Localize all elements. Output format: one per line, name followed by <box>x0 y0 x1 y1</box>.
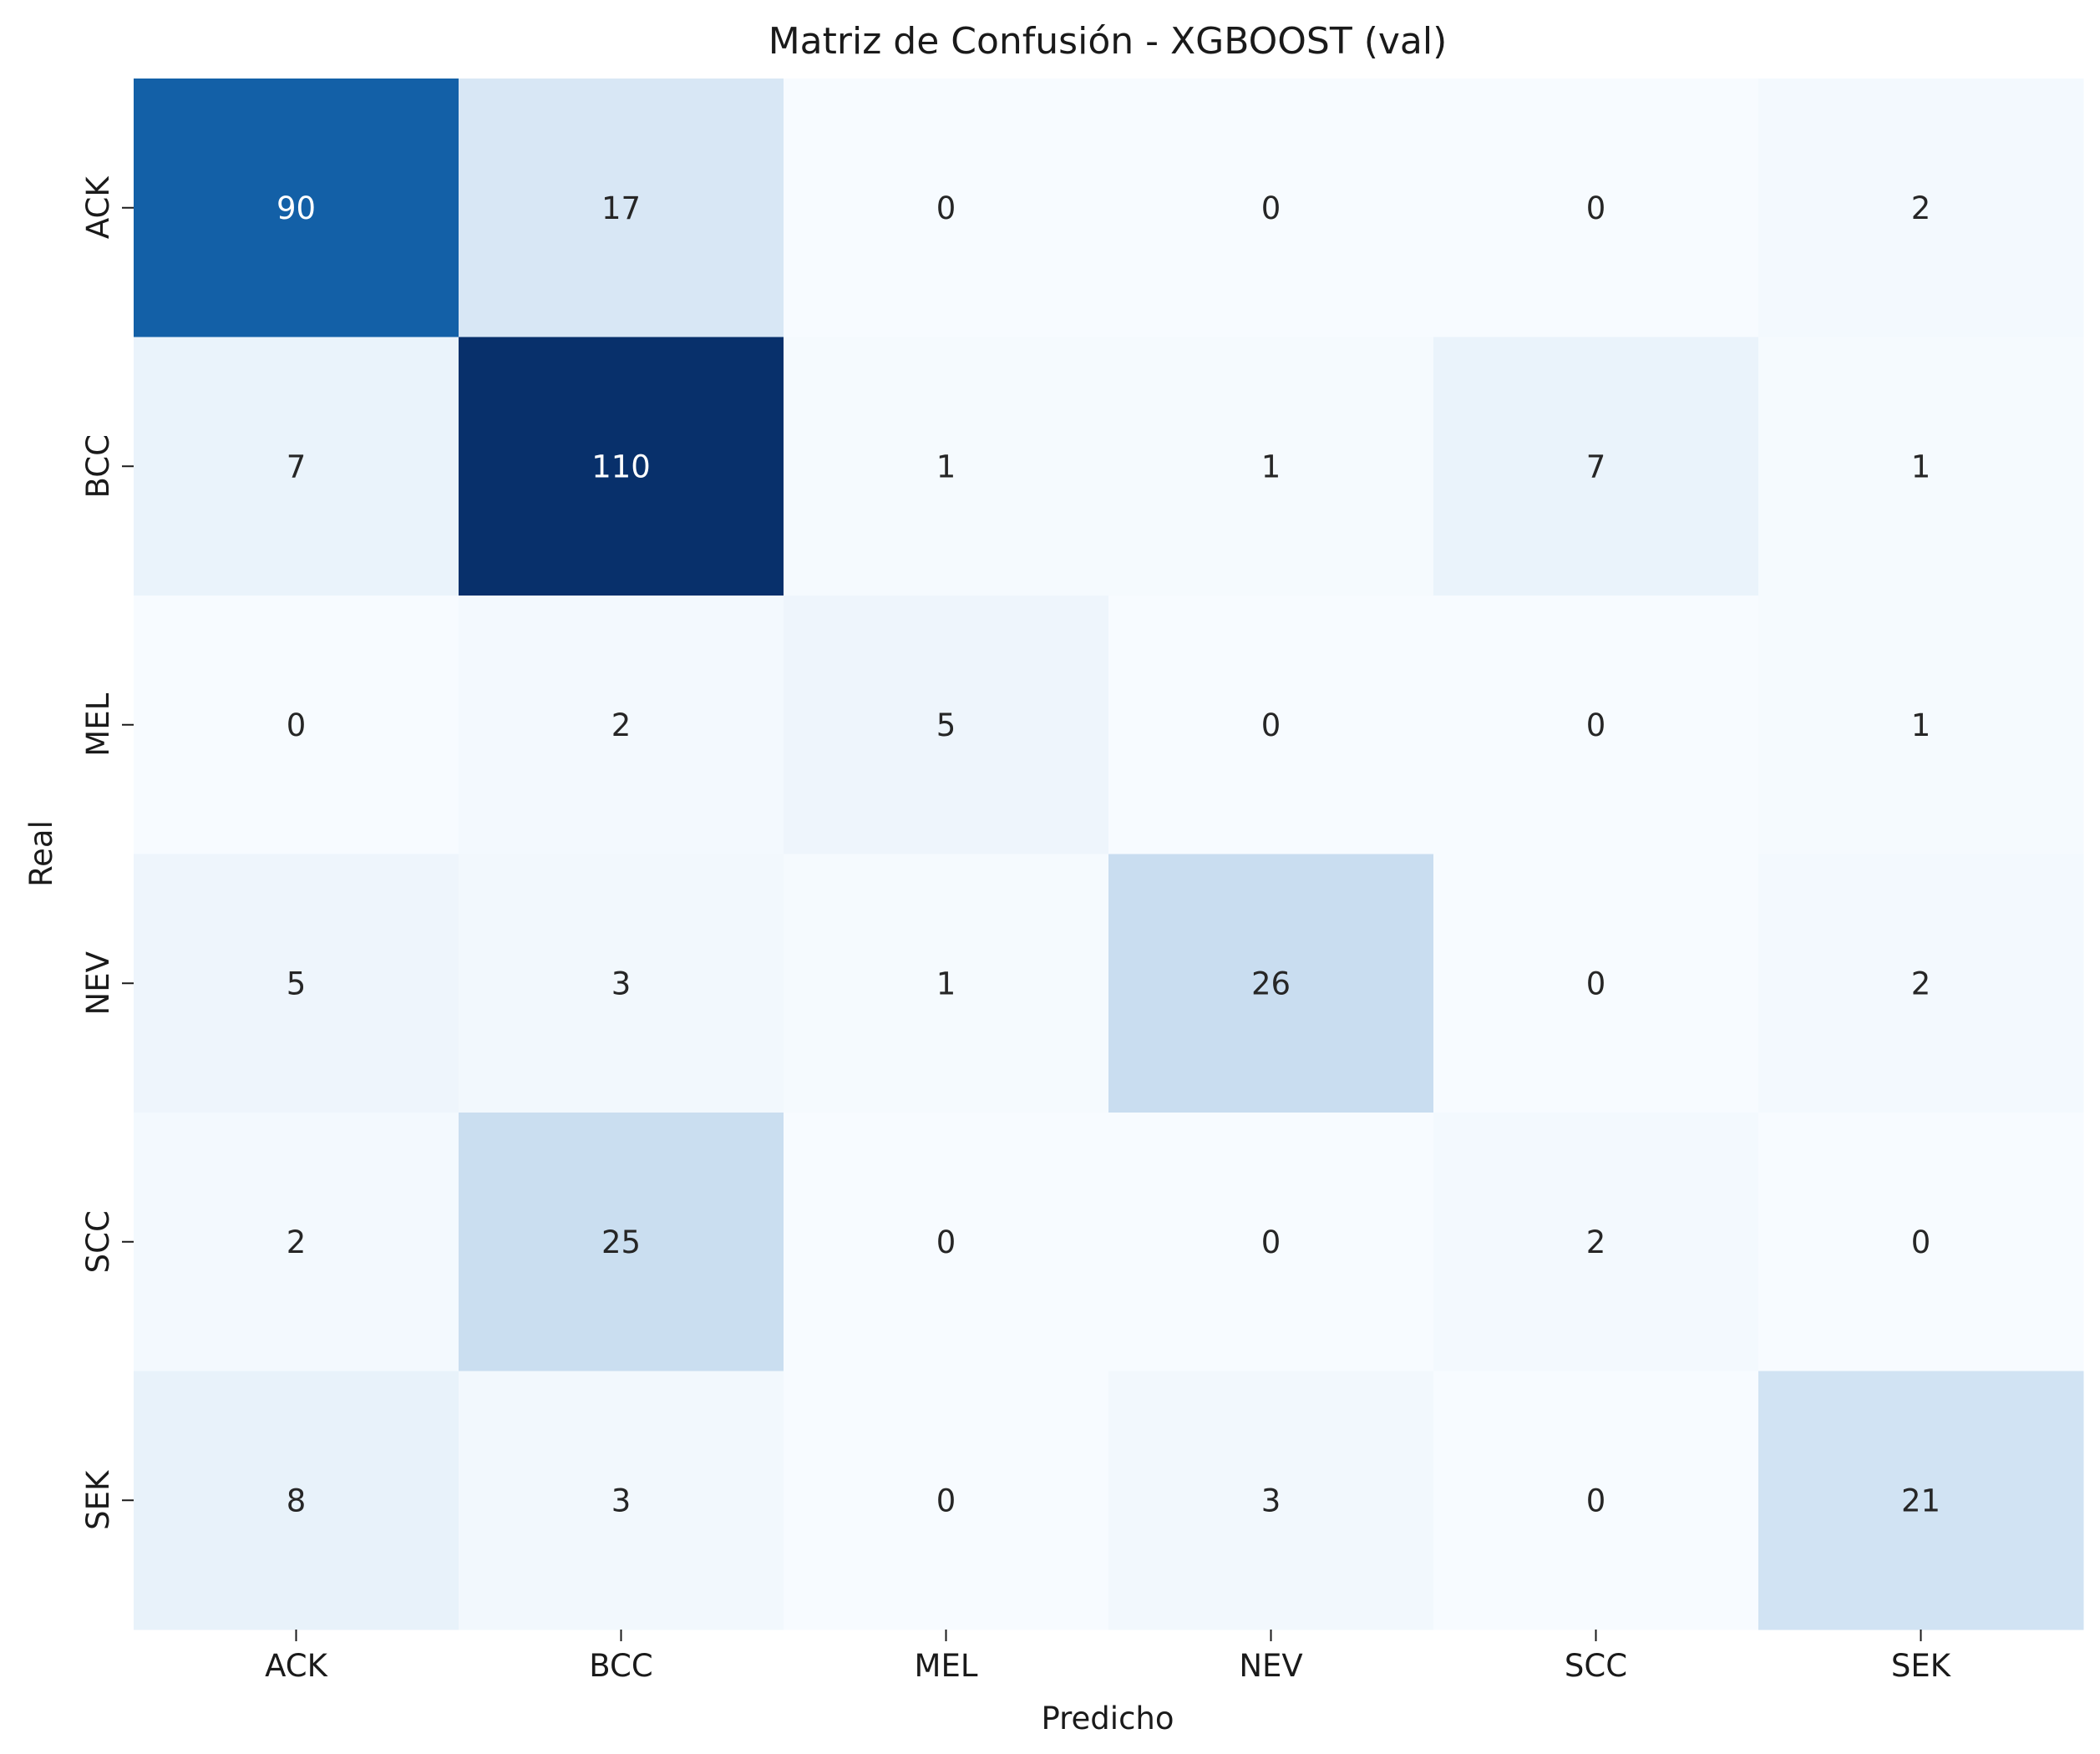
cell-value-label: 2 <box>1586 1224 1606 1260</box>
y-axis-label: Real <box>23 820 59 887</box>
cell-value-label: 8 <box>287 1483 307 1518</box>
heatmap-cell <box>459 79 784 337</box>
cell-value-label: 1 <box>1261 449 1281 484</box>
heatmap-cell <box>1108 596 1434 854</box>
heatmap-cell <box>1433 1113 1759 1371</box>
heatmap-cell <box>1758 1371 2084 1630</box>
cell-value-label: 3 <box>611 1483 632 1518</box>
cell-value-label: 0 <box>1261 1224 1281 1260</box>
heatmap-cell <box>1108 1371 1434 1630</box>
cell-value-label: 17 <box>601 190 641 226</box>
heatmap-cell <box>134 854 459 1113</box>
heatmap-cell <box>459 596 784 854</box>
heatmap-cell <box>1433 596 1759 854</box>
x-tick-label: SEK <box>1891 1648 1952 1684</box>
cell-value-label: 5 <box>287 966 307 1001</box>
cell-value-label: 1 <box>936 966 956 1001</box>
heatmap-cell <box>1758 596 2084 854</box>
heatmap-cell <box>1758 1113 2084 1371</box>
heatmap-cell <box>1108 1113 1434 1371</box>
cell-value-label: 0 <box>1586 966 1606 1001</box>
heatmap-cells: 90 17 0 0 0 27 110 1 1 7 10 2 5 0 0 15 3 1 26 0 22 25 0 0 2 08 3 0 3… <box>134 79 2084 1630</box>
cell-value-label: 2 <box>287 1224 307 1260</box>
y-tick-label: ACK <box>80 175 116 239</box>
cell-value-label: 2 <box>1911 966 1931 1001</box>
y-tick-label: BCC <box>80 434 116 498</box>
cell-value-label: 0 <box>1586 707 1606 743</box>
cell-value-label: 0 <box>936 1224 956 1260</box>
cell-value-label: 0 <box>936 1483 956 1518</box>
x-axis-ticks: ACK BCC MEL NEV SCC SEK <box>265 1630 1952 1684</box>
cell-value-label: 26 <box>1251 966 1291 1001</box>
heatmap-cell <box>459 854 784 1113</box>
heatmap-cell <box>459 1113 784 1371</box>
heatmap-cell <box>134 1113 459 1371</box>
cell-value-label: 0 <box>1261 707 1281 743</box>
cell-value-label: 0 <box>1586 1483 1606 1518</box>
cell-value-label: 90 <box>276 190 316 226</box>
cell-value-label: 0 <box>1911 1224 1931 1260</box>
y-tick-label: MEL <box>80 692 116 756</box>
cell-value-label: 1 <box>1911 449 1931 484</box>
heatmap-cell <box>784 1371 1109 1630</box>
heatmap-cell <box>1108 337 1434 596</box>
heatmap-cell <box>459 337 784 596</box>
cell-value-label: 0 <box>1586 190 1606 226</box>
heatmap-cell <box>459 1371 784 1630</box>
cell-value-label: 0 <box>1261 190 1281 226</box>
y-tick-label: SCC <box>80 1210 116 1273</box>
cell-value-label: 110 <box>591 449 651 484</box>
cell-value-label: 0 <box>287 707 307 743</box>
heatmap-cell <box>784 337 1109 596</box>
cell-value-label: 2 <box>1911 190 1931 226</box>
cell-value-label: 2 <box>611 707 632 743</box>
heatmap-cell <box>784 1113 1109 1371</box>
y-axis-ticks: ACK BCC MEL NEV SCC SEK <box>80 175 134 1530</box>
cell-value-label: 7 <box>287 449 307 484</box>
heatmap-cell <box>1758 854 2084 1113</box>
cell-value-label: 21 <box>1901 1483 1940 1518</box>
heatmap-cell <box>784 596 1109 854</box>
cell-value-label: 25 <box>601 1224 641 1260</box>
chart-title: Matriz de Confusión - XGBOOST (val) <box>768 20 1448 63</box>
x-tick-label: MEL <box>915 1648 978 1684</box>
cell-value-label: 5 <box>936 707 956 743</box>
heatmap-cell <box>784 79 1109 337</box>
cell-value-label: 1 <box>1911 707 1931 743</box>
heatmap-cell <box>1433 1371 1759 1630</box>
heatmap-cell <box>134 79 459 337</box>
cell-value-label: 3 <box>1261 1483 1281 1518</box>
heatmap-cell <box>134 337 459 596</box>
x-tick-label: ACK <box>265 1648 328 1684</box>
heatmap-cell <box>134 596 459 854</box>
cell-value-label: 1 <box>936 449 956 484</box>
y-tick-label: SEK <box>80 1469 116 1530</box>
heatmap-cell <box>1433 854 1759 1113</box>
y-tick-label: NEV <box>80 951 116 1015</box>
cell-value-label: 7 <box>1586 449 1606 484</box>
heatmap-cell <box>134 1371 459 1630</box>
heatmap-cell <box>1758 337 2084 596</box>
heatmap-cell <box>1433 337 1759 596</box>
heatmap-cell <box>1108 79 1434 337</box>
heatmap-cell <box>1108 854 1434 1113</box>
x-tick-label: SCC <box>1565 1648 1627 1684</box>
heatmap-cell <box>1433 79 1759 337</box>
heatmap-cell <box>784 854 1109 1113</box>
heatmap-cell <box>1758 79 2084 337</box>
cell-value-label: 0 <box>936 190 956 226</box>
cell-value-label: 3 <box>611 966 632 1001</box>
x-axis-label: Predicho <box>1041 1701 1174 1736</box>
x-tick-label: BCC <box>589 1648 652 1684</box>
x-tick-label: NEV <box>1239 1648 1302 1684</box>
